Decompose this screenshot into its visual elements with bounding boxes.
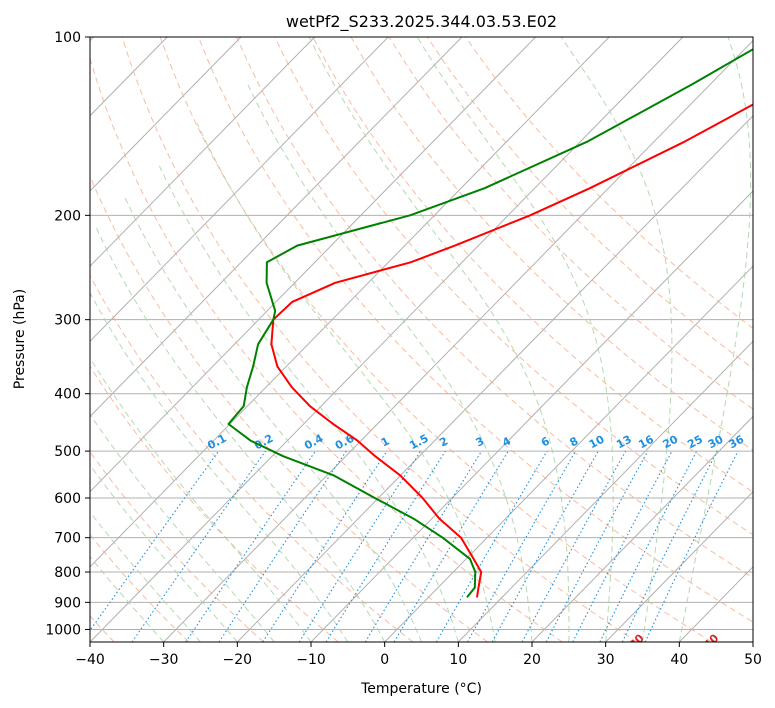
mixing-ratio-line — [491, 450, 599, 642]
y-tick-label: 500 — [54, 444, 81, 460]
mixing-ratio-line — [364, 450, 483, 642]
x-axis-title: Temperature (°C) — [360, 681, 482, 697]
dry-adiabat-line — [159, 37, 712, 642]
mixing-ratio-label: 13 — [614, 433, 634, 452]
mixing-ratio-label: 20 — [661, 433, 681, 452]
mixing-ratio-label: 36 — [727, 433, 747, 452]
moist-adiabat-line — [123, 195, 422, 642]
moist-adiabat-line — [90, 413, 275, 642]
dry-adiabat-line — [90, 274, 414, 642]
x-tick-label: 50 — [744, 652, 762, 668]
x-tick-label: 20 — [523, 652, 541, 668]
mixing-ratio-label: 16 — [636, 433, 656, 452]
dry-adiabat-line — [121, 37, 638, 642]
x-tick-label: −40 — [75, 652, 105, 668]
dewpoint-line — [227, 48, 753, 598]
moist-adiabat-line — [678, 37, 752, 642]
dry-adiabat-line — [350, 37, 753, 451]
moist-adiabat-line — [90, 464, 238, 642]
mixing-ratio-line — [90, 450, 220, 632]
x-tick-label: 30 — [597, 652, 615, 668]
temperature-line — [270, 103, 753, 598]
mixing-ratio-line — [467, 450, 577, 642]
x-tick-label: 40 — [670, 652, 688, 668]
moist-adiabat-line — [308, 37, 570, 642]
moist-adiabat-line — [416, 37, 614, 642]
moist-adiabat-line — [158, 165, 459, 642]
mixing-ratio-line — [298, 450, 422, 642]
x-tick-label: −20 — [223, 652, 253, 668]
moist-adiabat-line — [90, 555, 165, 642]
plot-area: -100-90-80-70-60-50-40-30-20-10010203040… — [90, 37, 753, 651]
moist-adiabat-line — [247, 83, 533, 642]
mixing-ratio-lines — [90, 450, 739, 642]
isotherm-line — [90, 37, 610, 568]
y-tick-label: 700 — [54, 531, 81, 547]
y-tick-label: 900 — [54, 595, 81, 611]
x-tick-label: 10 — [449, 652, 467, 668]
sounding-series — [227, 48, 753, 598]
y-axis-title: Pressure (hPa) — [12, 289, 28, 389]
x-tick-label: −30 — [149, 652, 179, 668]
mixing-ratio-line — [131, 450, 266, 642]
isotherm-line — [163, 39, 753, 642]
y-axis-ticks: 100 200 300 400 500 600 700 800 900 1000 — [45, 30, 90, 638]
x-axis-ticks: −40 −30 −20 −10 0 10 20 30 40 50 — [75, 642, 762, 668]
isotherm-line — [605, 490, 753, 642]
mixing-ratio-line — [621, 450, 718, 642]
dry-adiabat-line — [90, 56, 563, 642]
dry-adiabat-line — [236, 37, 753, 579]
mixing-ratio-line — [185, 450, 316, 642]
mixing-ratio-line — [262, 450, 388, 642]
dry-adiabat-line — [312, 37, 753, 493]
y-tick-label: 600 — [54, 491, 81, 507]
isotherm-line — [90, 37, 463, 418]
y-tick-label: 100 — [54, 30, 81, 46]
dry-adiabat-line — [90, 451, 264, 642]
mixing-ratio-line — [218, 450, 347, 642]
isotherm-line — [310, 190, 753, 642]
dry-adiabat-line — [90, 365, 339, 642]
mixing-ratio-line — [521, 450, 627, 642]
y-tick-label: 400 — [54, 387, 81, 403]
chart-title: wetPf2_S233.2025.344.03.53.E02 — [286, 12, 557, 32]
dry-adiabat-line — [388, 37, 753, 410]
isotherm-line — [90, 37, 242, 192]
y-tick-label: 300 — [54, 313, 81, 329]
isotherm-line — [236, 115, 753, 642]
plot-frame — [89, 36, 754, 643]
isotherm-line — [457, 340, 753, 642]
mixing-ratio-label: 10 — [587, 433, 607, 452]
dry-adiabat-label: 30 — [627, 631, 647, 651]
moist-adiabat-line — [90, 511, 201, 642]
dry-adiabat-line — [426, 37, 753, 370]
moist-adiabat-line — [196, 123, 496, 642]
isotherm-line — [531, 415, 753, 642]
mixing-ratio-label: 25 — [685, 433, 705, 452]
moist-adiabat-line — [90, 291, 349, 642]
dry-adiabat-line — [90, 175, 488, 642]
y-tick-label: 1000 — [45, 622, 81, 638]
y-tick-label: 200 — [54, 208, 81, 224]
mixing-ratio-line — [545, 450, 649, 642]
isotherm-line — [90, 37, 389, 343]
mixing-ratio-line — [599, 450, 698, 642]
x-tick-label: 0 — [380, 652, 389, 668]
y-tick-label: 800 — [54, 565, 81, 581]
moist-adiabat-line — [560, 37, 673, 642]
dry-adiabat-line — [274, 37, 753, 536]
dry-adiabat-label: 40 — [701, 631, 721, 651]
isotherm-line — [384, 265, 753, 642]
x-tick-label: −10 — [296, 652, 326, 668]
mixing-ratio-label: 30 — [706, 433, 726, 452]
isotherm-line — [90, 37, 315, 267]
isotherm-line — [90, 37, 536, 493]
moist-adiabat-line — [95, 227, 386, 642]
